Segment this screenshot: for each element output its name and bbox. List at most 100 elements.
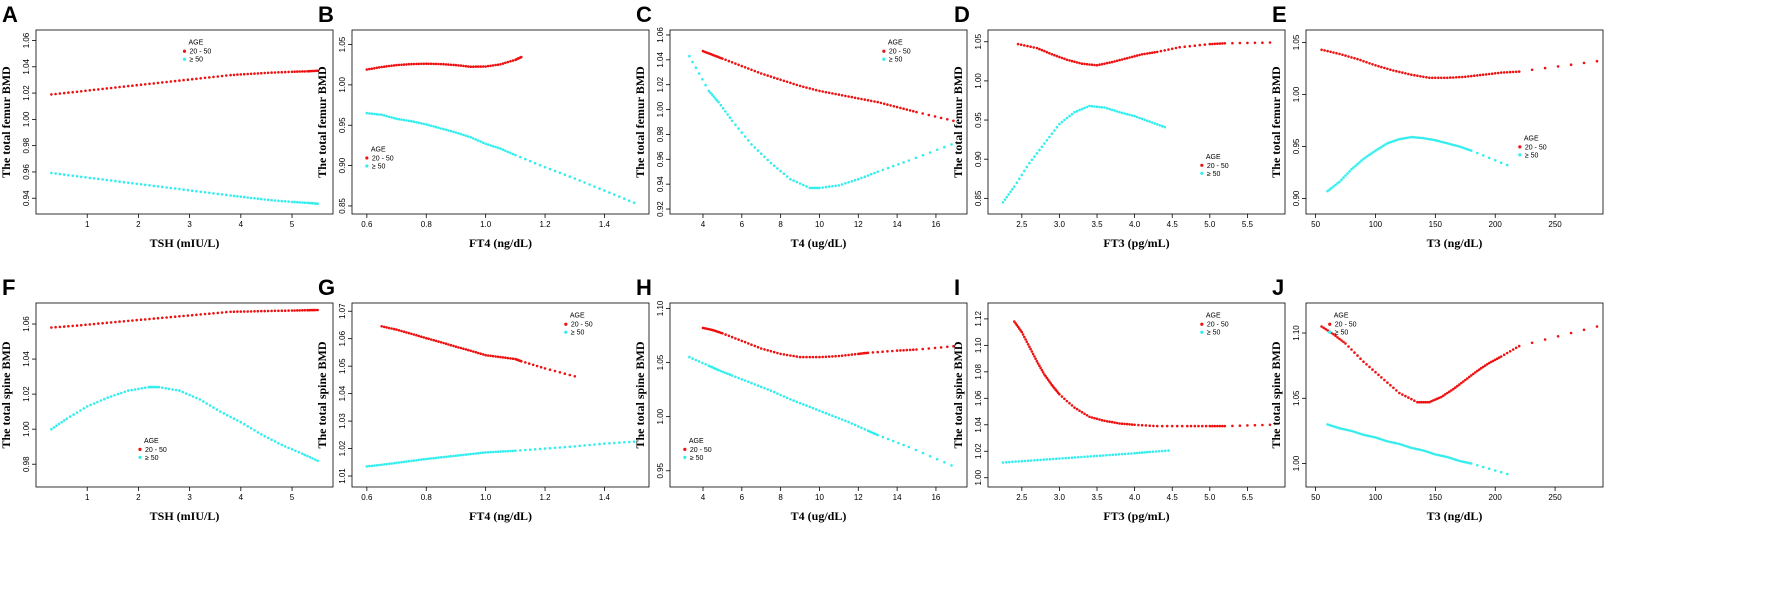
data-point [1100, 62, 1104, 66]
data-point [798, 182, 802, 185]
data-point [260, 433, 263, 436]
data-point [895, 349, 899, 352]
data-point [169, 315, 173, 319]
panel-d: D2.5 3.0 3.5 4.0 4.5 5.0 5.50.850.900.951.001.… [951, 2, 1286, 250]
data-point [1125, 56, 1129, 60]
data-point [1061, 457, 1064, 460]
data-point [1443, 76, 1446, 80]
data-point [1372, 150, 1375, 154]
data-point [1034, 357, 1037, 361]
data-point [873, 100, 876, 103]
data-point [837, 354, 841, 358]
data-point [573, 445, 577, 448]
data-point [1449, 76, 1452, 79]
data-point [405, 119, 408, 122]
data-point [721, 332, 724, 335]
data-point [181, 390, 185, 394]
data-point [1193, 424, 1197, 428]
data-point [472, 452, 475, 456]
plot-frame [987, 302, 1286, 488]
data-point [1213, 424, 1217, 428]
data-point [486, 143, 490, 146]
data-point [802, 403, 805, 406]
data-point [89, 403, 92, 407]
data-point [509, 151, 512, 155]
data-point [613, 193, 616, 196]
data-point [785, 353, 789, 357]
data-point [1164, 449, 1167, 453]
data-point [417, 458, 421, 462]
data-point [434, 339, 438, 343]
data-point [1389, 383, 1392, 387]
data-point [1246, 41, 1249, 45]
data-point [449, 343, 453, 347]
data-point [266, 309, 270, 313]
data-point [1105, 420, 1109, 423]
data-point [270, 309, 273, 313]
data-point [270, 71, 273, 74]
data-point [726, 113, 729, 116]
data-point [697, 72, 701, 75]
data-point [442, 341, 445, 345]
data-point [474, 65, 478, 68]
data-point [840, 354, 844, 358]
data-point [405, 331, 408, 334]
data-point [1038, 148, 1041, 152]
data-point [182, 188, 185, 191]
data-point [840, 94, 844, 97]
data-point [1024, 338, 1027, 341]
data-point [195, 189, 198, 193]
data-point [1065, 58, 1069, 62]
data-point [1404, 136, 1407, 140]
x-tick-label: 3.5 [1091, 493, 1103, 502]
data-point [933, 346, 937, 350]
data-point [203, 191, 207, 194]
data-point [891, 439, 895, 443]
data-point [452, 130, 455, 134]
x-tick-label: 5.5 [1242, 220, 1254, 229]
data-point [79, 323, 83, 327]
data-point [1442, 394, 1445, 398]
legend-label: ≥ 50 [372, 163, 386, 170]
data-point [1133, 54, 1136, 58]
data-point [437, 456, 440, 459]
data-point [795, 83, 799, 87]
data-point [1143, 118, 1146, 122]
data-point [114, 86, 117, 89]
data-point [273, 309, 277, 313]
data-point [407, 62, 411, 66]
data-point [400, 460, 403, 464]
data-point [1470, 462, 1473, 465]
data-point [1464, 378, 1467, 382]
data-point [467, 65, 470, 68]
data-point [1505, 351, 1509, 355]
y-tick-label: 1.05 [338, 36, 347, 52]
data-point [805, 355, 808, 359]
data-point [1137, 423, 1140, 427]
data-point [188, 393, 191, 397]
data-point [782, 79, 786, 83]
data-point [1189, 424, 1193, 428]
data-point [1452, 76, 1455, 79]
data-point [481, 353, 485, 356]
panel-letter: G [318, 275, 335, 300]
data-point [1400, 443, 1403, 446]
data-point [795, 180, 799, 184]
data-point [1511, 348, 1515, 351]
x-tick-label: 4.0 [1129, 493, 1141, 502]
data-point [494, 450, 497, 454]
data-point [212, 192, 215, 195]
series-age-50-plus [1326, 135, 1509, 193]
data-point [772, 350, 776, 354]
data-point [316, 308, 319, 312]
data-point [583, 181, 586, 184]
panel-letter: D [954, 2, 970, 27]
data-point [410, 119, 413, 123]
data-point [101, 321, 104, 325]
data-point [1410, 397, 1413, 401]
data-point [256, 72, 260, 75]
data-point [1419, 75, 1422, 78]
data-point [99, 399, 103, 402]
data-point [1336, 426, 1339, 429]
data-point [831, 355, 834, 358]
